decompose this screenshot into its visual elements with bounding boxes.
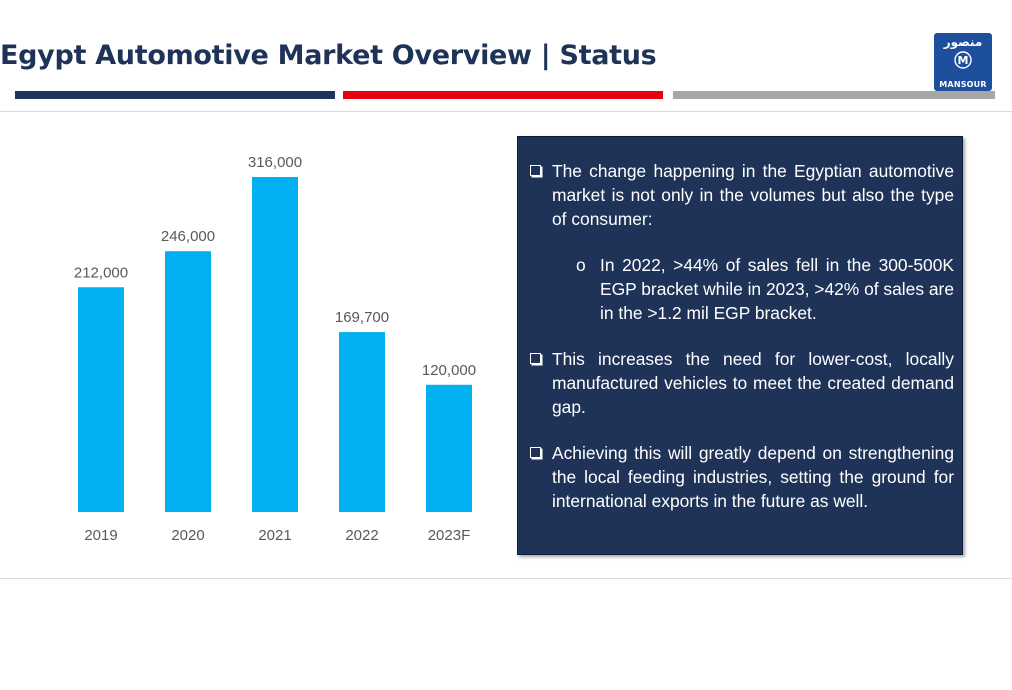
header-accent-red (343, 91, 663, 99)
bar-2020 (165, 251, 211, 512)
bar-2022 (339, 332, 385, 512)
data-label-2023F: 120,000 (422, 362, 476, 379)
bullet-item: Achieving this will greatly depend on st… (528, 441, 954, 513)
page-title: Egypt Automotive Market Overview | Statu… (0, 40, 657, 71)
logo-english-text: MANSOUR (939, 80, 987, 89)
sales-bar-chart: 212,000 2019 246,000 2020 316,000 2021 169,700… (74, 154, 476, 544)
bullet-text: This increases the need for lower-cost, … (552, 349, 954, 417)
data-label-2020: 246,000 (161, 228, 215, 245)
header-accent-navy (15, 91, 335, 99)
logo-mark-icon: M (954, 51, 972, 69)
logo-arabic-text: منصور (943, 35, 983, 49)
bullet-text: Achieving this will greatly depend on st… (552, 443, 954, 511)
header-accent-gray (673, 91, 995, 99)
sub-bullet-text: In 2022, >44% of sales fell in the 300-5… (600, 255, 954, 323)
sub-bullet-item: o In 2022, >44% of sales fell in the 300… (528, 253, 954, 325)
x-tick-label-2020: 2020 (171, 527, 204, 544)
data-label-2021: 316,000 (248, 154, 302, 171)
checkbox-bullet-icon (530, 353, 541, 364)
bullet-text: The change happening in the Egyptian aut… (552, 161, 954, 229)
bottom-divider (0, 578, 1012, 579)
logo-mark-letter: M (958, 54, 969, 67)
commentary-panel: The change happening in the Egyptian aut… (517, 136, 963, 555)
bar-2023F (426, 384, 472, 512)
checkbox-bullet-icon (530, 165, 541, 176)
bar-2021 (252, 177, 298, 512)
circle-bullet-icon: o (576, 255, 586, 275)
top-divider (0, 111, 1012, 112)
checkbox-bullet-icon (530, 447, 541, 458)
data-label-2022: 169,700 (335, 309, 389, 326)
x-tick-label-2023F: 2023F (428, 527, 471, 544)
bullet-item: This increases the need for lower-cost, … (528, 347, 954, 419)
x-tick-label-2022: 2022 (345, 527, 378, 544)
x-tick-label-2021: 2021 (258, 527, 291, 544)
bullet-item: The change happening in the Egyptian aut… (528, 159, 954, 231)
bar-2019 (78, 287, 124, 512)
data-label-2019: 212,000 (74, 264, 128, 281)
x-tick-label-2019: 2019 (84, 527, 117, 544)
mansour-logo: منصور M MANSOUR (934, 33, 992, 91)
